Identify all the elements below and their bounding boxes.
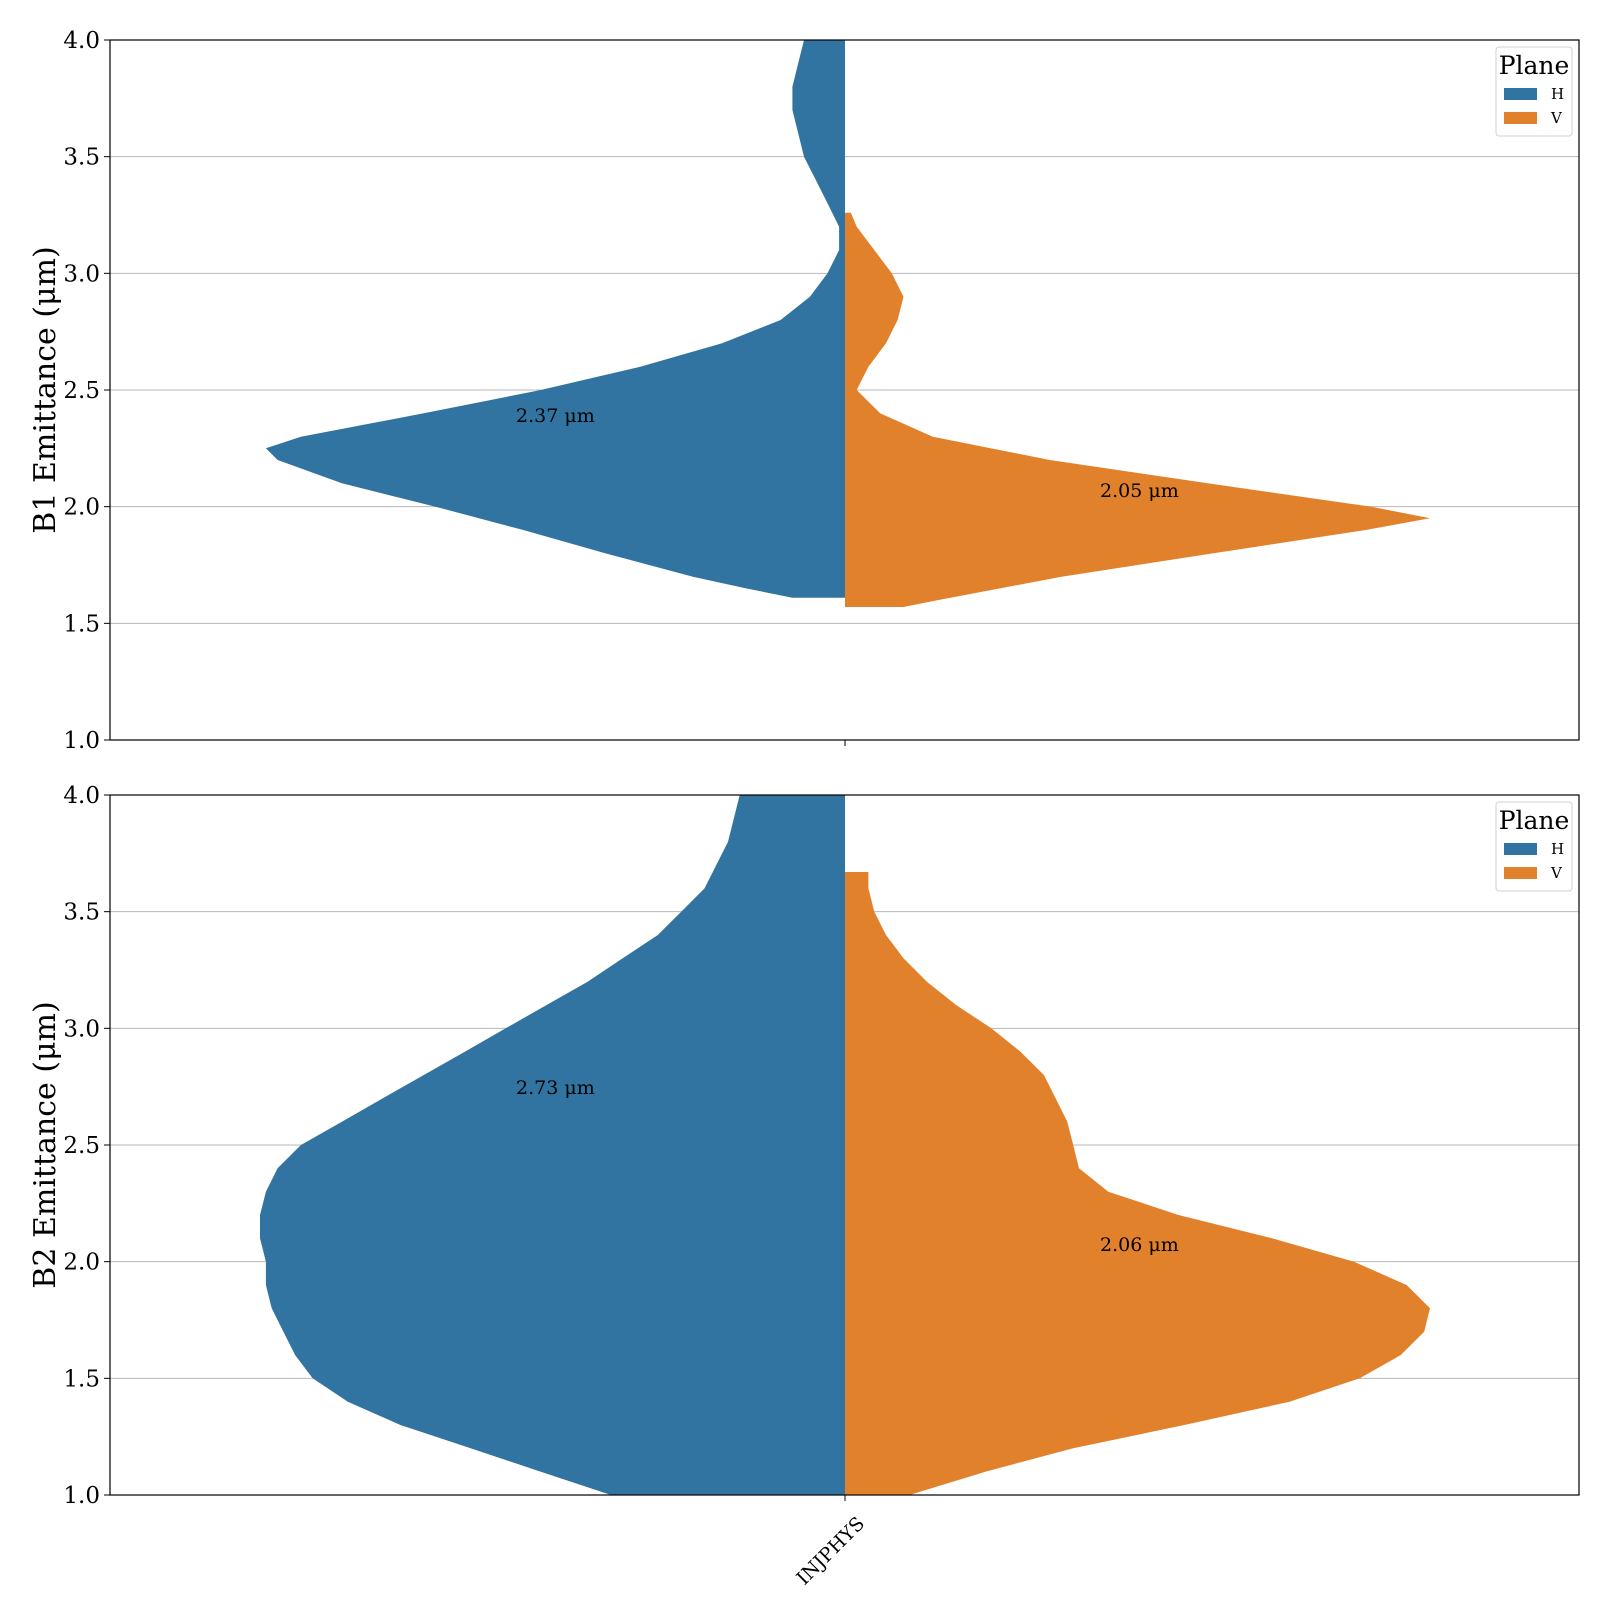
b1-y-tick-label: 2.0 bbox=[63, 495, 100, 521]
b1-y-axis-label: B1 Emittance (μm) bbox=[28, 246, 63, 533]
panel-b2: 2.73 μm 2.06 μm 1.0 1.5 2.0 2.5 3.0 3.5 4.0 IN… bbox=[28, 783, 1580, 1590]
b2-v-median-label: 2.06 μm bbox=[1100, 1234, 1179, 1256]
b1-legend-label-v: V bbox=[1550, 109, 1563, 127]
b1-violin-v bbox=[845, 212, 1430, 607]
b2-y-tick-label: 1.0 bbox=[63, 1483, 100, 1509]
panel-b1: 2.37 μm 2.05 μm 1.0 1.5 2.0 2.5 3.0 3.5 4.0 B1… bbox=[28, 28, 1580, 754]
b1-y-tick-label: 1.5 bbox=[63, 611, 100, 637]
b2-y-tick-label: 2.0 bbox=[63, 1250, 100, 1276]
b2-y-axis-label: B2 Emittance (μm) bbox=[28, 1001, 63, 1288]
b1-violin-h bbox=[265, 40, 845, 598]
b1-legend-title: Plane bbox=[1499, 51, 1570, 80]
b2-legend: Plane H V bbox=[1495, 801, 1573, 892]
b1-legend: Plane H V bbox=[1495, 46, 1573, 137]
b2-y-ticks: 1.0 1.5 2.0 2.5 3.0 3.5 4.0 bbox=[63, 783, 110, 1509]
b2-violin-h bbox=[260, 795, 845, 1495]
b2-y-tick-label: 3.0 bbox=[63, 1016, 100, 1042]
b1-y-tick-label: 2.5 bbox=[63, 378, 100, 404]
b2-y-tick-label: 4.0 bbox=[63, 783, 100, 809]
b2-legend-label-h: H bbox=[1551, 840, 1564, 858]
b2-legend-title: Plane bbox=[1499, 806, 1570, 835]
b2-legend-swatch-v bbox=[1504, 867, 1537, 879]
b1-legend-swatch-v bbox=[1504, 112, 1537, 124]
b1-y-tick-label: 1.0 bbox=[63, 728, 100, 754]
b2-violins bbox=[260, 795, 1430, 1495]
b2-violin-v bbox=[845, 872, 1430, 1495]
b2-legend-label-v: V bbox=[1550, 864, 1563, 882]
x-category-label: INJPHYS bbox=[792, 1513, 869, 1590]
b1-y-tick-label: 3.0 bbox=[63, 261, 100, 287]
b1-v-median-label: 2.05 μm bbox=[1100, 480, 1179, 502]
b1-y-tick-label: 3.5 bbox=[63, 145, 100, 171]
b2-legend-swatch-h bbox=[1504, 843, 1537, 855]
b2-y-tick-label: 2.5 bbox=[63, 1133, 100, 1159]
b1-y-tick-label: 4.0 bbox=[63, 28, 100, 54]
b2-y-tick-label: 3.5 bbox=[63, 900, 100, 926]
b1-legend-label-h: H bbox=[1551, 85, 1564, 103]
b1-legend-swatch-h bbox=[1504, 88, 1537, 100]
b2-h-median-label: 2.73 μm bbox=[516, 1077, 595, 1099]
b2-y-tick-label: 1.5 bbox=[63, 1366, 100, 1392]
b1-y-ticks: 1.0 1.5 2.0 2.5 3.0 3.5 4.0 bbox=[63, 28, 110, 754]
b1-h-median-label: 2.37 μm bbox=[516, 405, 595, 427]
b1-violins bbox=[265, 40, 1430, 607]
